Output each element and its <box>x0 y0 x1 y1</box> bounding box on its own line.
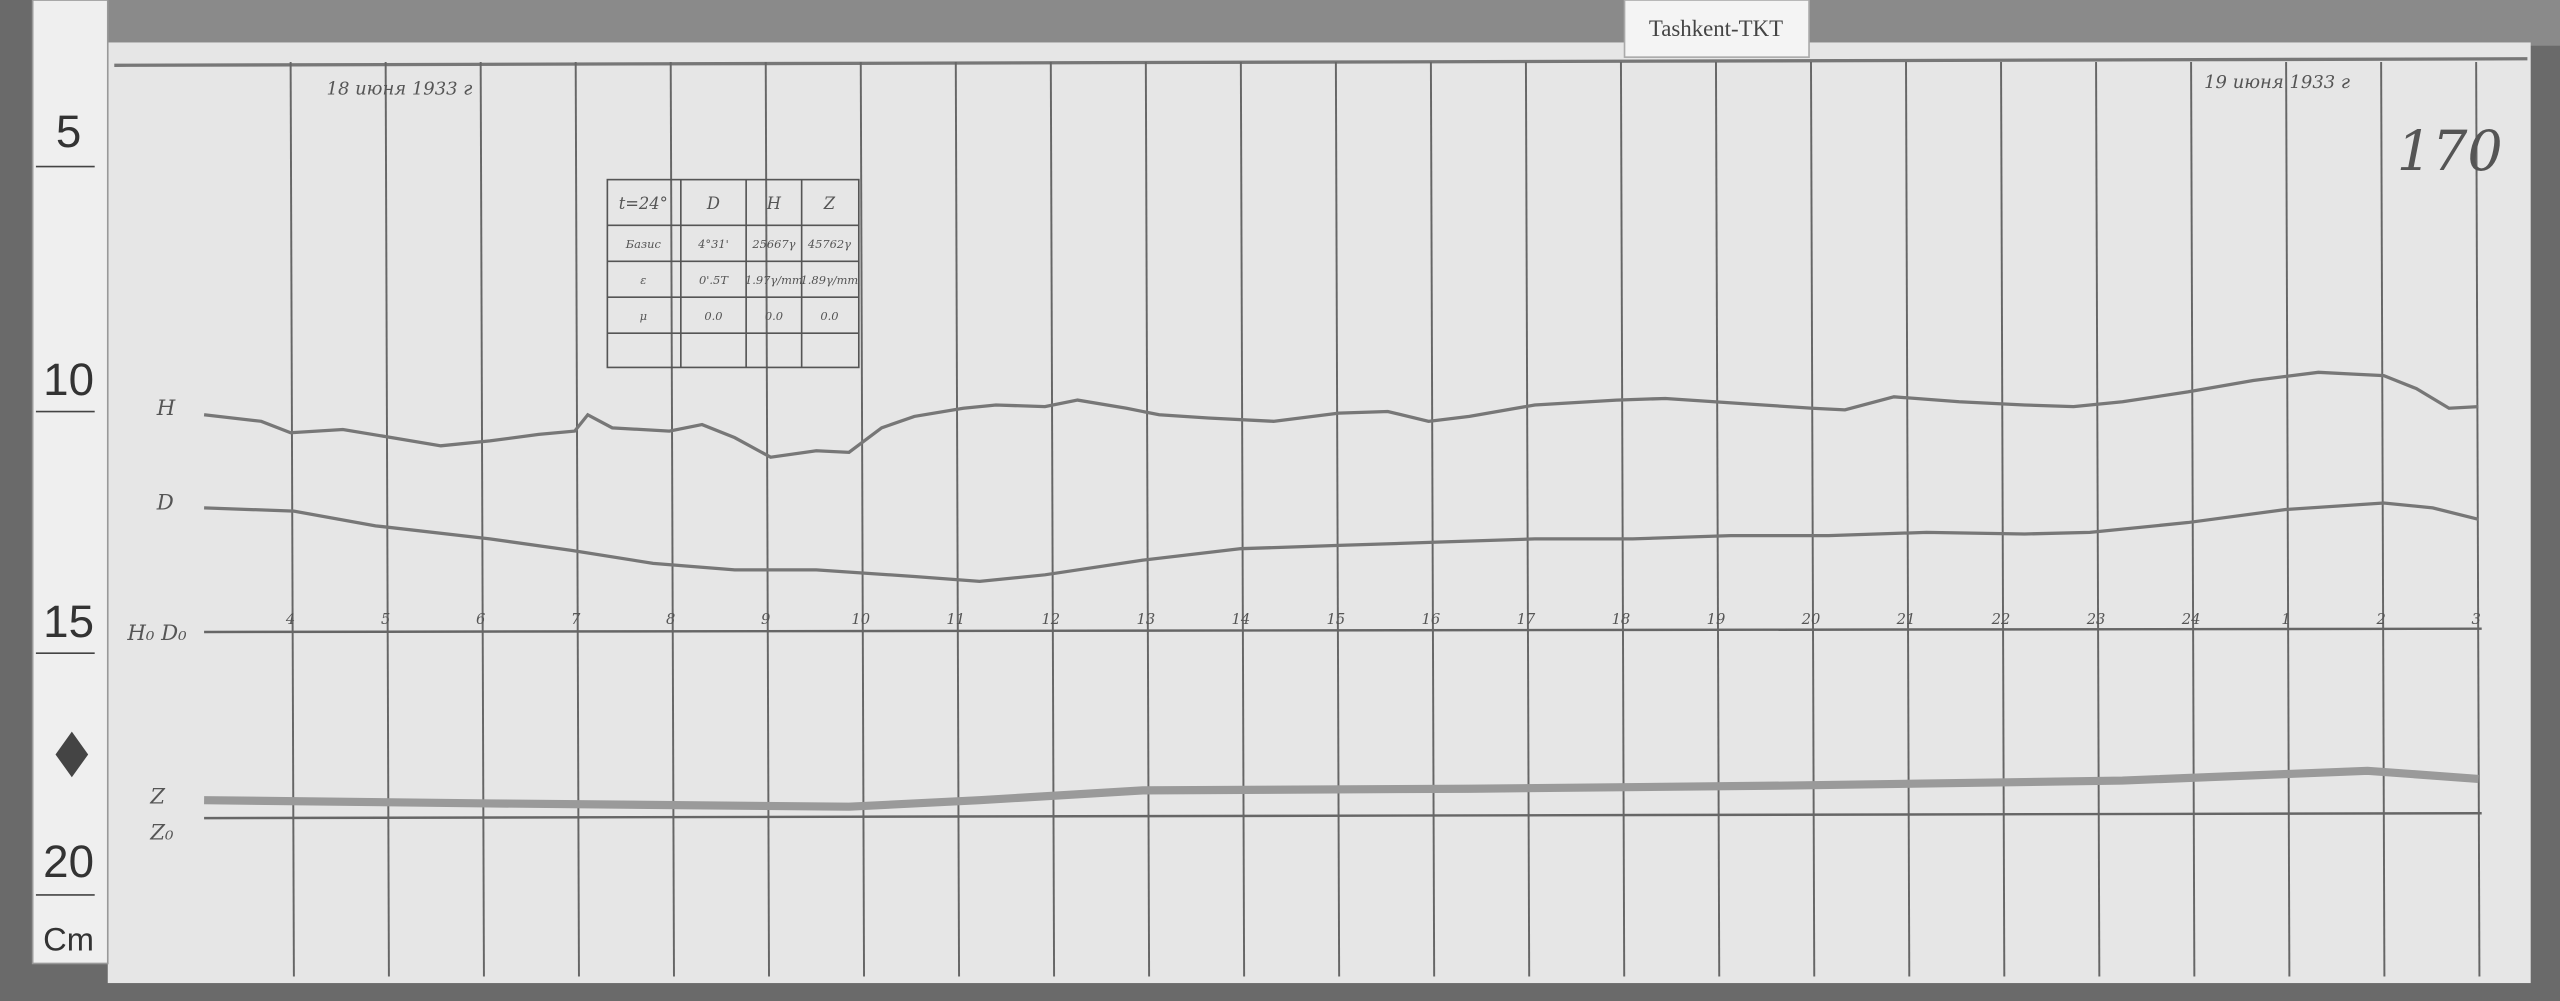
hour-line <box>2000 62 2006 977</box>
hour-line <box>289 62 295 977</box>
hour-line <box>2380 62 2386 977</box>
hour-label: 12 <box>1041 611 1060 628</box>
hour-line <box>2095 62 2101 977</box>
constants-table: t=24° D H Z Базис 4°31' 25667γ 45762γ ε 0'.5T 1.97… <box>606 178 860 369</box>
ruler-label: 20 <box>43 836 94 887</box>
table-cell: 45762γ <box>807 237 851 251</box>
station-tag <box>1623 0 1810 58</box>
hour-label: 8 <box>666 611 675 628</box>
hour-label: 6 <box>476 611 485 628</box>
hour-line <box>1810 62 1816 977</box>
h-trace <box>203 370 2479 459</box>
hour-line <box>2285 62 2291 977</box>
hour-label: 22 <box>1991 611 2011 628</box>
hour-label: 16 <box>1422 611 1441 628</box>
ruler-label: 10 <box>43 354 94 405</box>
table-cell: 1.89γ/mm <box>801 273 859 287</box>
table-cell: 0'.5T <box>699 273 729 287</box>
hour-label: 1 <box>2281 611 2290 628</box>
hour-label: 14 <box>1232 611 1251 628</box>
hour-line <box>1524 62 1531 977</box>
trace-label-z: Z <box>149 784 166 809</box>
hour-label: 18 <box>1612 611 1631 628</box>
paper <box>107 42 2531 984</box>
table-cell: Базис <box>625 237 662 251</box>
hour-label: 2 <box>2375 611 2385 628</box>
baseline-label-hd: H₀ D₀ <box>126 621 187 646</box>
table-cell: 1.97γ/mm <box>745 273 803 287</box>
table-header: t=24° <box>619 194 668 213</box>
hour-label: 10 <box>851 611 870 628</box>
hour-label: 19 <box>1707 611 1726 628</box>
ruler-label: 15 <box>43 596 94 647</box>
table-cell: 0.0 <box>704 309 722 323</box>
baseline-label-z: Z₀ <box>149 820 174 845</box>
hour-label: 20 <box>1801 611 1821 628</box>
trace-label-h: H <box>156 396 176 421</box>
ruler <box>31 0 109 965</box>
hour-label: 17 <box>1517 611 1536 628</box>
z-baseline <box>204 812 2482 820</box>
hour-line <box>479 62 485 977</box>
trace-label-d: D <box>156 490 174 515</box>
date-start: 18 июня 1933 г <box>327 79 473 100</box>
hour-label: 15 <box>1327 611 1346 628</box>
hour-line <box>1049 62 1056 977</box>
hour-line <box>1334 62 1341 977</box>
hour-line <box>1905 62 1911 977</box>
hour-label: 9 <box>761 611 770 628</box>
table-border <box>606 178 860 369</box>
sheet-number: 170 <box>2397 119 2503 184</box>
hd-baseline <box>204 627 2482 634</box>
hour-line <box>1429 62 1436 977</box>
station-label: Tashkent-TKT <box>1649 16 1783 41</box>
table-header: D <box>706 194 720 213</box>
ruler-label: Cm <box>43 920 94 957</box>
table-header: Z <box>823 194 836 213</box>
table-cell: 4°31' <box>697 237 729 251</box>
d-trace <box>204 501 2479 583</box>
table-cell: ε <box>640 273 646 287</box>
table-cell: μ <box>640 309 647 323</box>
hour-label: 23 <box>2086 611 2106 628</box>
date-end: 19 июня 1933 г <box>2204 72 2350 93</box>
hour-line <box>669 62 675 977</box>
board <box>97 0 2560 46</box>
z-trace <box>204 766 2479 811</box>
table-cell: 0.0 <box>820 309 838 323</box>
hour-label: 5 <box>381 611 390 628</box>
hour-label: 4 <box>285 611 295 628</box>
table-cell: 0.0 <box>765 309 783 323</box>
hour-line <box>859 62 866 977</box>
hour-label: 24 <box>2181 611 2201 628</box>
hour-line <box>574 62 580 977</box>
top-border <box>114 57 2528 67</box>
hour-line <box>384 62 390 977</box>
hour-label: 3 <box>2471 611 2480 628</box>
table-cell: 25667γ <box>751 237 795 251</box>
hour-line <box>1239 62 1246 977</box>
hour-line <box>1619 62 1626 977</box>
hour-label: 7 <box>571 611 581 628</box>
table-header: H <box>766 194 782 213</box>
ruler-label: 5 <box>56 106 81 157</box>
hour-line <box>1714 62 1721 977</box>
hour-label: 11 <box>946 611 965 628</box>
hour-line <box>2190 62 2196 977</box>
hour-line <box>1144 62 1151 977</box>
hour-line <box>954 62 961 977</box>
hour-label: 21 <box>1896 611 1916 628</box>
hour-line <box>764 62 770 977</box>
hour-label: 13 <box>1136 611 1155 628</box>
